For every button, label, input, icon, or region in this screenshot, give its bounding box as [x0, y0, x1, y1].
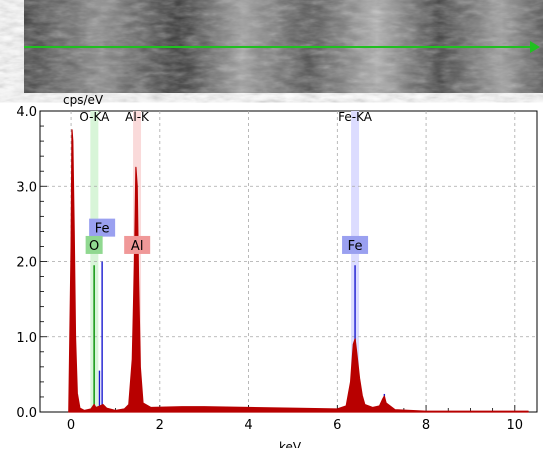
y-tick-label: 0.0 [16, 406, 37, 421]
marker-al: Al [124, 235, 151, 254]
x-tick-label: 2 [156, 418, 164, 433]
marker-o: O [85, 235, 103, 254]
band-label-al-k: Al-K [125, 110, 150, 124]
x-tick-label: 0 [67, 418, 75, 433]
band-label-fe-ka: Fe-KA [338, 110, 373, 124]
y-axis-label: cps/eV [63, 93, 104, 107]
y-tick-label: 4.0 [16, 105, 37, 120]
marker-label-al: Al [131, 239, 144, 254]
x-tick-label: 6 [333, 418, 341, 433]
marker-fe: Fe [89, 218, 116, 237]
marker-label-fe: Fe [348, 239, 363, 254]
marker-label-fe: Fe [95, 222, 110, 237]
element-markers: Fe O Al Fe [85, 218, 369, 254]
y-tick-labels: 0.0 1.0 2.0 3.0 4.0 [16, 105, 37, 421]
band-fe-ka [351, 111, 360, 412]
x-tick-label: 10 [507, 418, 524, 433]
marker-label-o: O [89, 239, 99, 254]
x-tick-labels: 0 2 4 6 8 10 [67, 418, 523, 433]
y-tick-label: 1.0 [16, 331, 37, 346]
line-scan-arrow [24, 41, 540, 53]
x-tick-label: 8 [422, 418, 430, 433]
x-tick-label: 4 [244, 418, 252, 433]
spectrum-series-line [68, 129, 529, 413]
spectrum-series [68, 129, 529, 413]
x-axis-label: keV [279, 440, 302, 448]
marker-fe: Fe [342, 235, 369, 254]
band-labels: O-KA Al-K Fe-KA [79, 110, 372, 124]
band-label-o-ka: O-KA [79, 110, 110, 124]
y-tick-label: 3.0 [16, 180, 37, 195]
y-tick-label: 2.0 [16, 256, 37, 271]
